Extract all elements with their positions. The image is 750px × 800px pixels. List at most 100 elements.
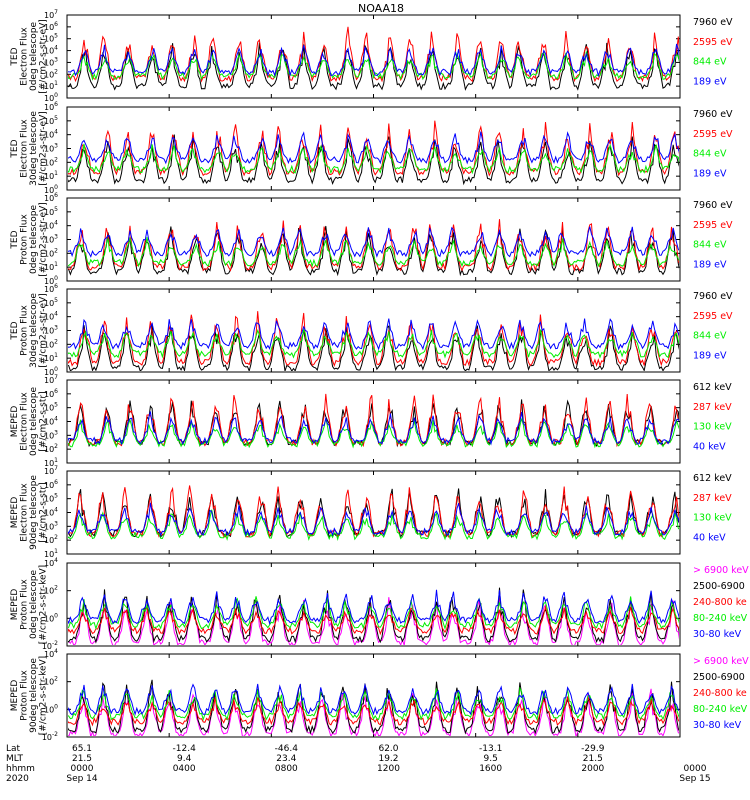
footer-mlt: 19.2	[378, 754, 398, 764]
series-line	[68, 311, 679, 367]
footer-row-label: Lat	[6, 744, 21, 754]
tick-exponent: 6	[54, 101, 58, 108]
series-line	[68, 488, 679, 539]
y-axis-label: TEDProton Flux30deg telescope[#/cm2-s-st…	[10, 293, 49, 368]
tick-base: 10	[44, 678, 54, 687]
tick-exponent: 0	[54, 92, 58, 99]
y-label-line: [#/cm2-s-str-eV]	[38, 111, 48, 186]
tick-exponent: 3	[54, 56, 58, 63]
y-tick-label: 104	[44, 220, 58, 231]
y-axis-label: TEDElectron Flux30deg telescope[#/cm2-s-…	[10, 111, 49, 186]
y-label-line: MEPED	[10, 406, 20, 438]
traces	[68, 311, 679, 371]
footer-mlt: 23.4	[276, 754, 296, 764]
tick-exponent: 7	[54, 9, 58, 16]
y-label-line: Electron Flux	[19, 483, 29, 542]
tick-base: 10	[44, 58, 54, 67]
tick-exponent: 4	[54, 557, 58, 564]
series-line	[68, 226, 679, 258]
y-label-line: [#/cm2-s-str-keV]	[38, 656, 48, 735]
y-tick-label: 101	[44, 80, 58, 91]
tick-base: 10	[44, 313, 54, 322]
legend-entry: 40 keV	[693, 532, 726, 543]
traces	[68, 219, 679, 277]
tick-base: 10	[44, 445, 54, 454]
tick-base: 10	[42, 642, 52, 651]
legend-entry: 287 keV	[693, 402, 732, 413]
tick-exponent: 1	[54, 261, 58, 268]
y-tick-label: 104	[44, 45, 58, 56]
y-label-line: [#/cm2-s-str]	[38, 391, 48, 451]
y-tick-label: 106	[44, 21, 58, 32]
y-tick-label: 102	[44, 247, 58, 258]
series-line	[68, 587, 679, 644]
series-line	[68, 328, 679, 359]
footer-lat: -13.1	[479, 744, 502, 754]
footer-hhmm: 2000	[581, 764, 604, 774]
tick-exponent: 4	[54, 648, 58, 655]
tick-exponent: 6	[54, 192, 58, 199]
legend-entry: 612 keV	[693, 473, 732, 484]
y-tick-label: 102	[44, 534, 58, 545]
tick-exponent: 0	[54, 275, 58, 282]
tick-base: 10	[44, 158, 54, 167]
y-label-line: 0deg telescope	[29, 22, 39, 92]
tick-base: 10	[44, 481, 54, 490]
y-tick-label: 102	[44, 443, 58, 454]
y-tick-label: 103	[44, 234, 58, 245]
y-tick-label: 100	[44, 184, 58, 195]
y-label-line: 90deg telescope	[29, 658, 39, 733]
series-line	[68, 120, 679, 177]
tick-exponent: 2	[54, 585, 58, 592]
legend-entry: 189 eV	[693, 168, 727, 179]
traces	[68, 393, 679, 449]
y-label-line: [#/cm2-s-str-eV]	[38, 293, 48, 368]
legend-entry: 189 eV	[693, 350, 727, 361]
footer-mlt: 9.4	[177, 754, 192, 764]
tick-base: 10	[44, 404, 54, 413]
tick-exponent: 1	[54, 170, 58, 177]
tick-exponent: 2	[54, 338, 58, 345]
y-tick-label: 101	[44, 457, 58, 468]
series-line	[68, 236, 679, 268]
legend-entry: 612 keV	[693, 382, 732, 393]
series-line	[68, 596, 679, 631]
tick-exponent: 7	[54, 465, 58, 472]
y-tick-label: 106	[44, 479, 58, 490]
legend-entry: 30-80 keV	[693, 720, 742, 731]
legend-entry: 2500-6900	[693, 672, 745, 683]
tick-exponent: 2	[54, 534, 58, 541]
y-tick-label: 100	[44, 366, 58, 377]
tick-exponent: 1	[54, 80, 58, 87]
series-line	[68, 679, 679, 735]
footer-lat: -29.9	[581, 744, 605, 754]
y-tick-label: 101	[44, 548, 58, 559]
tick-base: 10	[44, 35, 54, 44]
footer-mlt: 9.5	[484, 754, 498, 764]
tick-exponent: 3	[54, 143, 58, 150]
y-label-line: [#/cm2-s-str-keV]	[38, 565, 48, 644]
legend-entry: 240-800 ke	[693, 688, 747, 699]
y-tick-label: 103	[44, 143, 58, 154]
tick-base: 10	[44, 559, 54, 568]
series-line	[68, 502, 679, 537]
y-tick-label: 102	[44, 156, 58, 167]
legend-entry: 844 eV	[693, 57, 727, 68]
legend-entry: 7960 eV	[693, 291, 733, 302]
tick-exponent: 1	[54, 548, 58, 555]
y-tick-label: 104	[44, 129, 58, 140]
y-tick-label: 103	[44, 56, 58, 67]
footer-hhmm: 1200	[377, 764, 400, 774]
series-line	[68, 589, 679, 626]
footer-date: Sep 15	[679, 774, 710, 784]
series-line	[68, 43, 679, 78]
series-line	[68, 131, 679, 165]
tick-exponent: 5	[54, 206, 58, 213]
y-tick-label: 107	[44, 374, 58, 385]
series-line	[68, 134, 679, 186]
series-line	[68, 682, 679, 716]
